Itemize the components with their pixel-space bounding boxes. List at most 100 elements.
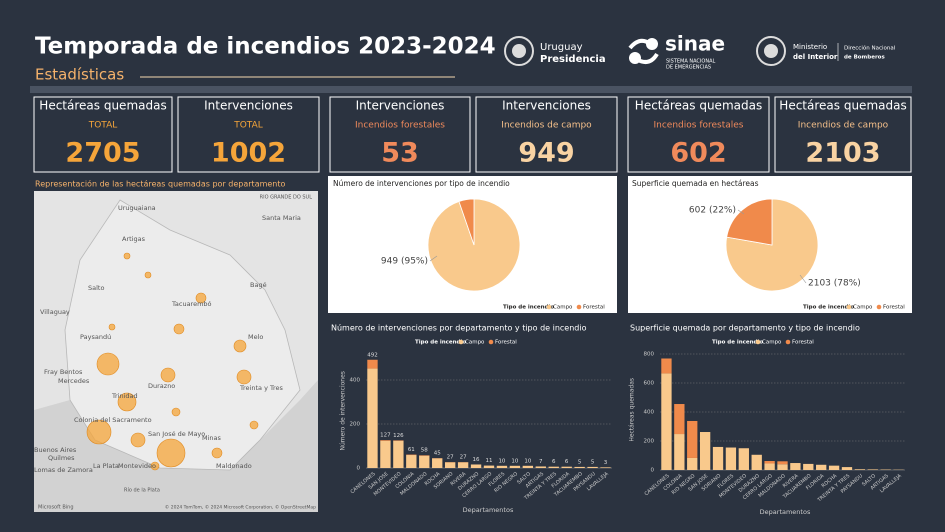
map-brand: Microsoft Bing bbox=[38, 505, 74, 511]
bar-segment bbox=[661, 358, 672, 374]
bar-segment bbox=[790, 463, 801, 470]
map-label: Treinta y Tres bbox=[239, 384, 284, 392]
x-axis-label: Departamentos bbox=[463, 506, 514, 514]
kpi-title: Intervenciones bbox=[502, 99, 591, 113]
data-label: 126 bbox=[393, 433, 404, 439]
map-label: Paysandú bbox=[80, 333, 111, 341]
bar-segment bbox=[380, 440, 391, 441]
map-bubble bbox=[156, 438, 186, 468]
chart-title: Superficie quemada por departamento y ti… bbox=[630, 324, 860, 333]
data-label: 58 bbox=[421, 448, 428, 454]
map-label: Santa Maria bbox=[262, 214, 301, 222]
legend-swatch bbox=[546, 304, 552, 310]
bar-segment bbox=[367, 368, 378, 468]
legend-title: Tipo de incendio bbox=[712, 340, 763, 346]
bar-segment bbox=[687, 420, 698, 458]
legend-label: Forestal bbox=[495, 340, 517, 346]
bar-segment bbox=[406, 455, 417, 468]
map-label: Villaguay bbox=[40, 308, 70, 316]
map-label: Colonia del Sacramento bbox=[74, 416, 152, 424]
bar-segment bbox=[600, 467, 611, 468]
bar-segment bbox=[764, 461, 775, 464]
legend-title: Tipo de incendio bbox=[503, 305, 554, 311]
map-bubble bbox=[144, 271, 152, 279]
data-label: 61 bbox=[408, 447, 415, 453]
legend-swatch bbox=[576, 304, 582, 310]
legend-title: Tipo de incendio bbox=[803, 305, 854, 311]
map-bubble bbox=[211, 447, 223, 459]
bar-segment bbox=[457, 462, 469, 468]
legend-label: Campo bbox=[762, 340, 782, 346]
data-label: 10 bbox=[524, 458, 531, 464]
map-label: Río de la Plata bbox=[124, 487, 160, 494]
leader-line bbox=[737, 209, 745, 215]
y-tick-label: 0 bbox=[651, 468, 655, 474]
bar-segment bbox=[380, 440, 391, 468]
kpi-title: Hectáreas quemadas bbox=[39, 99, 166, 113]
legend-swatch bbox=[755, 339, 761, 345]
kpi-title: Intervenciones bbox=[204, 99, 293, 113]
bar-segment bbox=[751, 454, 762, 470]
map-bubble bbox=[173, 323, 185, 335]
y-tick-label: 800 bbox=[644, 352, 655, 358]
map-label: Durazno bbox=[148, 382, 175, 390]
kpi-value: 1002 bbox=[211, 138, 286, 169]
chart-title: Número de intervenciones por tipo de inc… bbox=[333, 179, 510, 188]
map-label: Montevideo bbox=[118, 462, 156, 470]
y-tick-label: 200 bbox=[350, 422, 361, 428]
kpi-value: 53 bbox=[381, 138, 419, 169]
y-tick-label: 400 bbox=[644, 410, 655, 416]
bar-segment bbox=[674, 404, 685, 435]
y-tick-label: 0 bbox=[357, 466, 361, 472]
kpi-card bbox=[475, 96, 618, 173]
kpi-value: 602 bbox=[670, 138, 726, 169]
map-label: Mercedes bbox=[58, 377, 90, 385]
map-label: Maldonado bbox=[216, 462, 252, 470]
map-bubble bbox=[86, 419, 112, 445]
logo-text: Dirección Nacional bbox=[844, 45, 896, 52]
kpi-card bbox=[177, 96, 320, 173]
data-label: 45 bbox=[434, 451, 441, 457]
map-bubble bbox=[123, 252, 131, 260]
bar-segment bbox=[725, 447, 737, 470]
bar-segment bbox=[712, 446, 724, 470]
map-bubble bbox=[130, 432, 146, 448]
map-label: San José de Mayo bbox=[148, 430, 205, 438]
legend-title: Tipo de incendio bbox=[415, 340, 466, 346]
data-label: 7 bbox=[539, 459, 543, 465]
kpi-subtitle: Incendios de campo bbox=[798, 121, 889, 131]
kpi-value: 2705 bbox=[65, 138, 140, 169]
kpi-card bbox=[329, 96, 471, 173]
map-label: La Plata bbox=[93, 462, 119, 470]
leader-line bbox=[429, 255, 438, 262]
bar-segment bbox=[522, 465, 534, 468]
data-label: 3 bbox=[604, 460, 608, 466]
map-attribution[interactable]: © 2024 TomTom, © 2024 Microsoft Corporat… bbox=[165, 504, 316, 511]
bar-segment bbox=[432, 458, 443, 468]
map-label: Trinidad bbox=[111, 392, 138, 400]
interior-emblem bbox=[756, 36, 786, 66]
map-label: Uruguaiana bbox=[118, 204, 156, 212]
logo-text: sinae bbox=[665, 32, 725, 56]
data-label: 127 bbox=[380, 433, 391, 439]
map-label: Lomas de Zamora bbox=[34, 466, 93, 474]
legend-label: Campo bbox=[553, 305, 573, 311]
pie-label: 602 (22%) bbox=[689, 206, 736, 216]
data-label: 10 bbox=[511, 458, 518, 464]
bar-segment bbox=[764, 463, 775, 470]
page-subtitle: Estadísticas bbox=[35, 66, 124, 84]
map-label: Melo bbox=[248, 333, 263, 341]
bar-segment bbox=[561, 466, 572, 468]
y-axis-label: Hectáreas quemadas bbox=[629, 378, 636, 442]
map-bubble bbox=[150, 461, 160, 471]
leader-line bbox=[799, 274, 807, 284]
map-bubble bbox=[171, 407, 181, 417]
bar-segment bbox=[535, 466, 546, 468]
data-label: 27 bbox=[460, 455, 467, 461]
logo-text: del Interior bbox=[793, 53, 838, 61]
kpi-value: 949 bbox=[518, 138, 574, 169]
map-bubble bbox=[108, 323, 116, 331]
legend-label: Campo bbox=[853, 305, 873, 311]
